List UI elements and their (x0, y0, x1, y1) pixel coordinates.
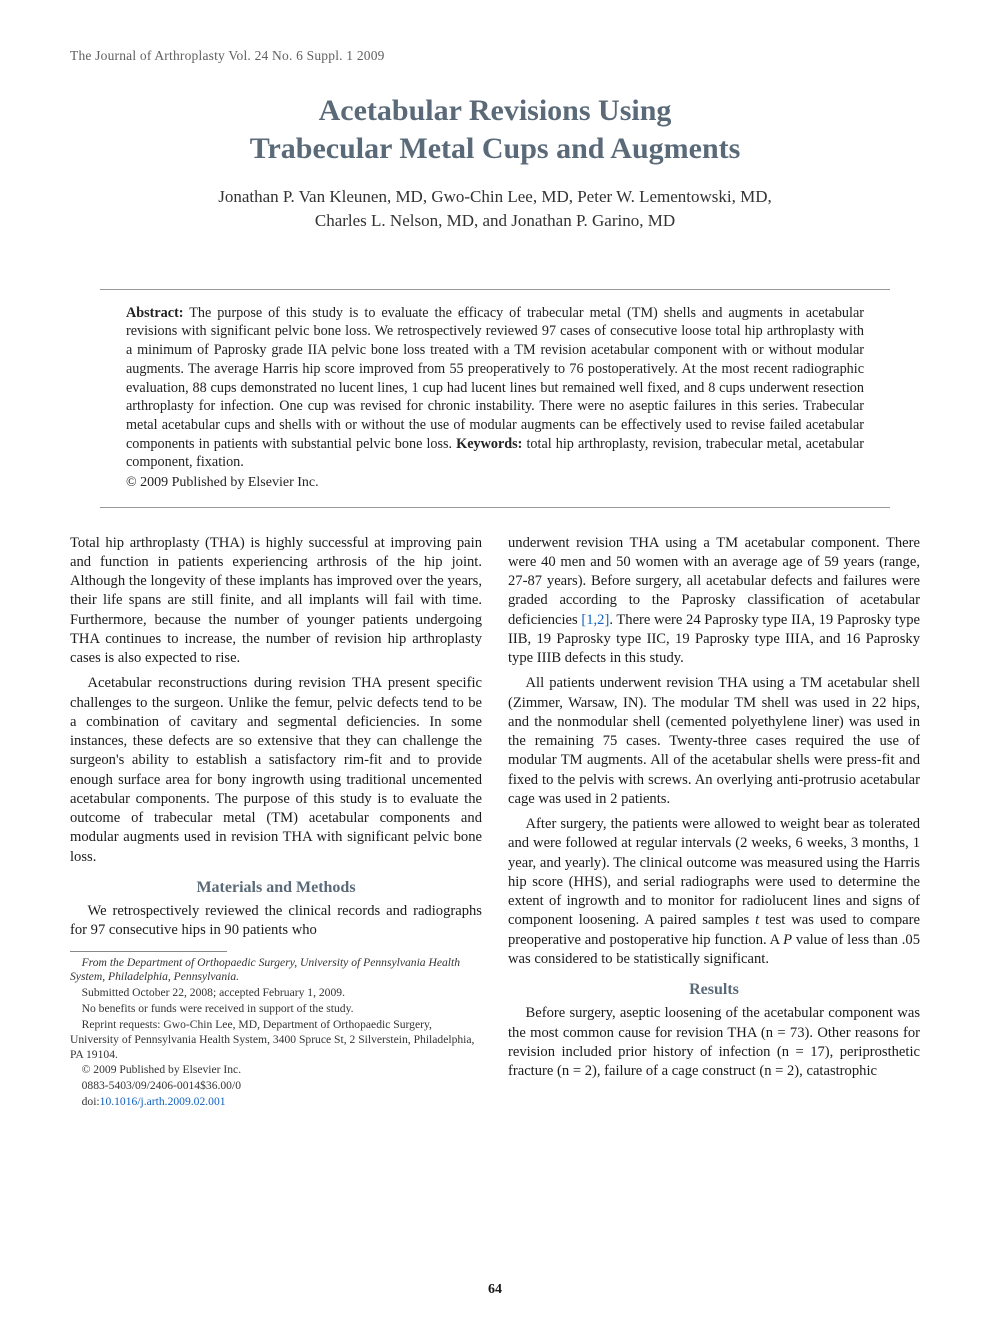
paragraph-methods-3: All patients underwent revision THA usin… (508, 674, 920, 809)
section-heading-materials: Materials and Methods (70, 877, 482, 898)
divider-bottom (100, 507, 890, 508)
page-number: 64 (0, 1282, 990, 1298)
journal-page: The Journal of Arthroplasty Vol. 24 No. … (0, 0, 990, 1320)
authors-line-1: Jonathan P. Van Kleunen, MD, Gwo-Chin Le… (218, 187, 772, 206)
section-heading-results: Results (508, 979, 920, 1000)
paragraph-methods-4: After surgery, the patients were allowed… (508, 815, 920, 969)
abstract-label: Abstract: (126, 305, 184, 321)
footnote-doi: doi:10.1016/j.arth.2009.02.001 (70, 1095, 482, 1110)
title-line-1: Acetabular Revisions Using (319, 94, 672, 127)
footnote-affiliation: From the Department of Orthopaedic Surge… (70, 956, 482, 986)
running-head: The Journal of Arthroplasty Vol. 24 No. … (70, 48, 920, 64)
paragraph-intro-1: Total hip arthroplasty (THA) is highly s… (70, 534, 482, 669)
paragraph-methods-2: underwent revision THA using a TM acetab… (508, 534, 920, 669)
citation-1-2[interactable]: [1,2] (581, 612, 609, 628)
authors-line-2: Charles L. Nelson, MD, and Jonathan P. G… (315, 211, 675, 230)
article-title: Acetabular Revisions Using Trabecular Me… (130, 92, 860, 167)
paragraph-methods-1: We retrospectively reviewed the clinical… (70, 902, 482, 941)
footnote-separator (70, 951, 227, 952)
doi-link[interactable]: 10.1016/j.arth.2009.02.001 (100, 1095, 226, 1108)
footnote-reprint: Reprint requests: Gwo-Chin Lee, MD, Depa… (70, 1018, 482, 1062)
abstract-copyright: © 2009 Published by Elsevier Inc. (126, 474, 864, 492)
body-columns: Total hip arthroplasty (THA) is highly s… (70, 534, 920, 1110)
doi-label: doi: (82, 1095, 100, 1108)
paragraph-intro-2: Acetabular reconstructions during revisi… (70, 674, 482, 867)
abstract-text: The purpose of this study is to evaluate… (126, 305, 864, 452)
paragraph-results-1: Before surgery, aseptic loosening of the… (508, 1004, 920, 1081)
keywords-label: Keywords: (456, 436, 522, 452)
footnote-submitted: Submitted October 22, 2008; accepted Feb… (70, 986, 482, 1001)
footnote-funding: No benefits or funds were received in su… (70, 1002, 482, 1017)
footnote-issn: 0883-5403/09/2406-0014$36.00/0 (70, 1079, 482, 1094)
footnotes: From the Department of Orthopaedic Surge… (70, 956, 482, 1110)
footnote-block: From the Department of Orthopaedic Surge… (70, 951, 482, 1110)
abstract-block: Abstract: The purpose of this study is t… (126, 304, 864, 493)
footnote-publisher: © 2009 Published by Elsevier Inc. (70, 1063, 482, 1078)
author-list: Jonathan P. Van Kleunen, MD, Gwo-Chin Le… (130, 185, 860, 233)
title-line-2: Trabecular Metal Cups and Augments (250, 132, 741, 165)
italic-p: P (783, 932, 792, 948)
divider-top (100, 289, 890, 290)
